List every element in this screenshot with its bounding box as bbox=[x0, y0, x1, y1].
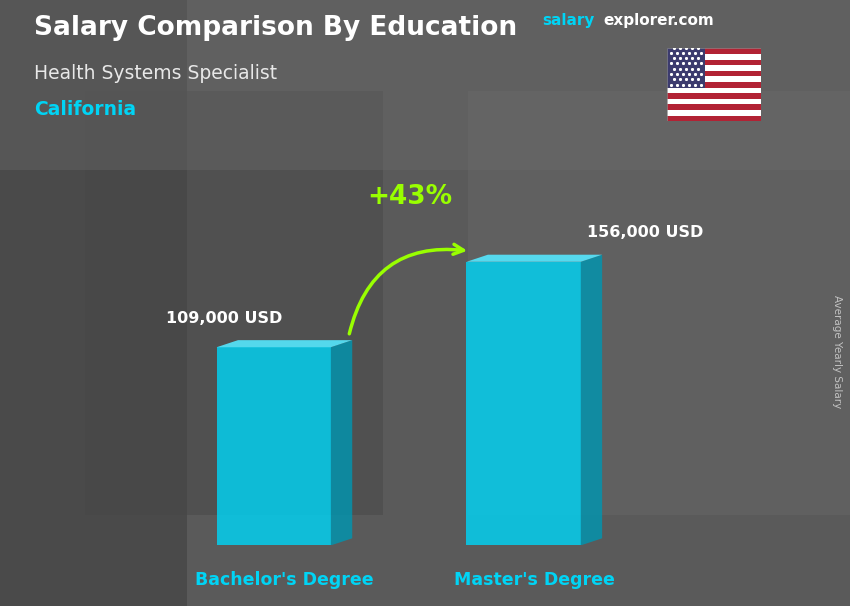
Text: explorer.com: explorer.com bbox=[604, 13, 714, 28]
Bar bbox=[667, 99, 761, 104]
Bar bbox=[667, 82, 761, 88]
Polygon shape bbox=[331, 340, 352, 545]
Text: +43%: +43% bbox=[367, 184, 452, 210]
Bar bbox=[667, 71, 761, 76]
Bar bbox=[667, 48, 705, 88]
Bar bbox=[667, 48, 761, 54]
Text: Master's Degree: Master's Degree bbox=[454, 571, 615, 589]
Bar bbox=[667, 116, 761, 121]
Text: 109,000 USD: 109,000 USD bbox=[166, 311, 282, 325]
Bar bbox=[667, 65, 761, 71]
Text: Salary Comparison By Education: Salary Comparison By Education bbox=[34, 15, 517, 41]
Polygon shape bbox=[217, 340, 352, 347]
Polygon shape bbox=[467, 255, 602, 262]
Bar bbox=[667, 59, 761, 65]
Bar bbox=[667, 104, 761, 110]
Bar bbox=[0, 0, 850, 170]
Text: California: California bbox=[34, 100, 136, 119]
Text: Average Yearly Salary: Average Yearly Salary bbox=[832, 295, 842, 408]
Bar bbox=[667, 76, 761, 82]
Bar bbox=[85, 91, 382, 515]
Text: salary: salary bbox=[542, 13, 595, 28]
Polygon shape bbox=[217, 347, 331, 545]
Text: 156,000 USD: 156,000 USD bbox=[586, 225, 703, 240]
Text: Bachelor's Degree: Bachelor's Degree bbox=[196, 571, 374, 589]
Bar bbox=[667, 88, 761, 93]
Bar bbox=[0, 0, 187, 606]
Bar bbox=[667, 93, 761, 99]
Bar bbox=[468, 91, 850, 515]
Bar bbox=[667, 110, 761, 116]
Bar bbox=[667, 54, 761, 59]
Polygon shape bbox=[581, 255, 602, 545]
Text: Health Systems Specialist: Health Systems Specialist bbox=[34, 64, 277, 82]
Polygon shape bbox=[467, 262, 581, 545]
